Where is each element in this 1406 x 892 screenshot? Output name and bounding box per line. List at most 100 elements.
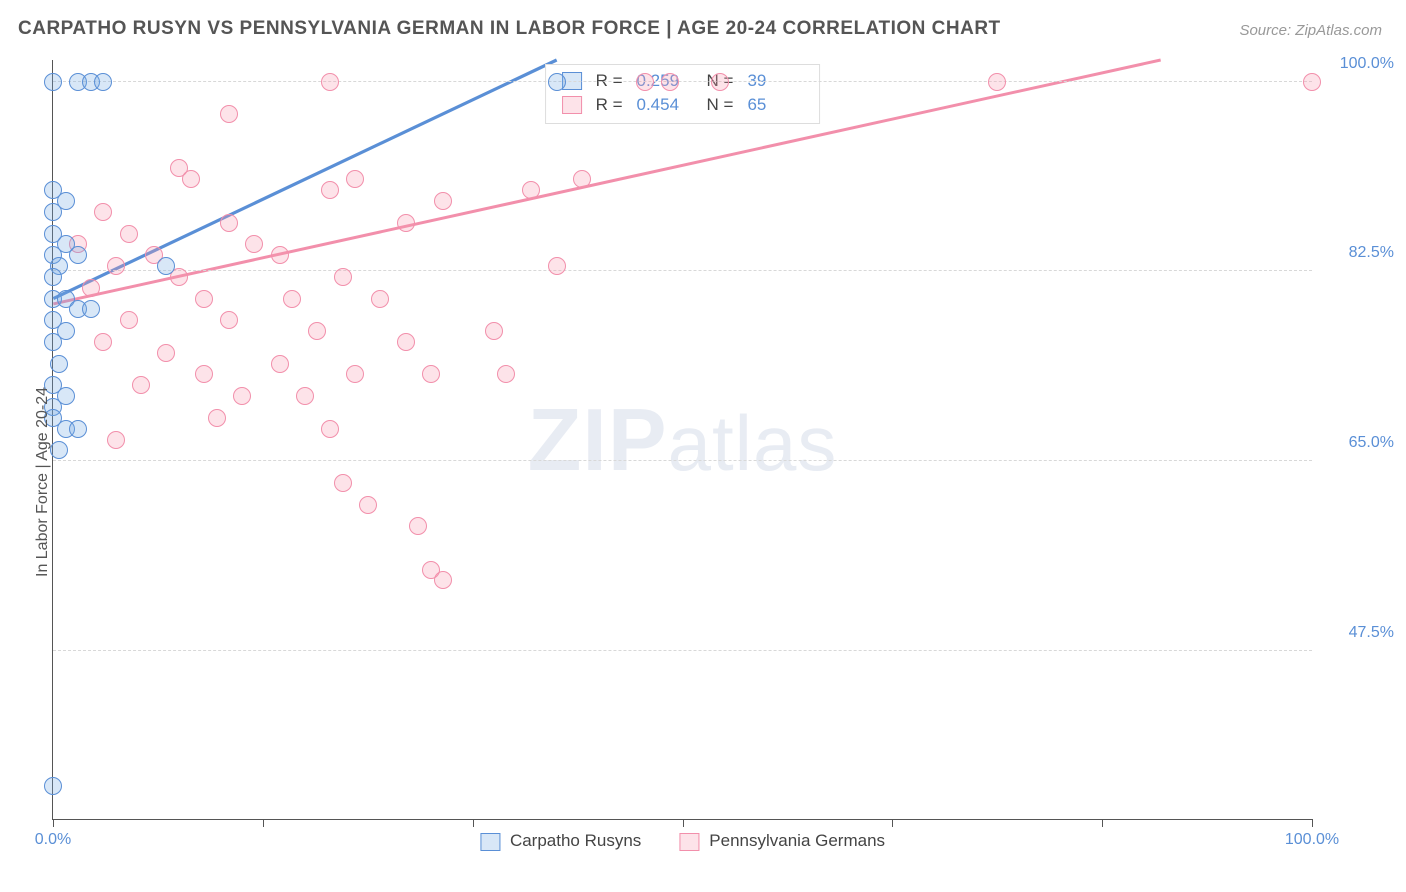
x-tick [683, 819, 684, 827]
data-point-pink [346, 170, 364, 188]
y-tick-label: 100.0% [1324, 55, 1394, 73]
data-point-pink [661, 73, 679, 91]
data-point-pink [220, 214, 238, 232]
data-point-pink [120, 225, 138, 243]
data-point-blue [69, 246, 87, 264]
data-point-pink [233, 387, 251, 405]
data-point-pink [334, 268, 352, 286]
data-point-blue [548, 73, 566, 91]
data-point-pink [573, 170, 591, 188]
data-point-pink [346, 365, 364, 383]
data-point-pink [321, 73, 339, 91]
data-point-pink [1303, 73, 1321, 91]
data-point-blue [50, 441, 68, 459]
data-point-blue [157, 257, 175, 275]
data-point-pink [195, 290, 213, 308]
data-point-pink [283, 290, 301, 308]
data-point-pink [711, 73, 729, 91]
data-point-pink [321, 420, 339, 438]
data-point-blue [44, 777, 62, 795]
data-point-pink [409, 517, 427, 535]
y-tick-label: 47.5% [1324, 624, 1394, 642]
data-point-pink [548, 257, 566, 275]
data-point-pink [397, 333, 415, 351]
y-tick-label: 65.0% [1324, 434, 1394, 452]
data-point-pink [208, 409, 226, 427]
legend-swatch-blue [480, 833, 500, 851]
data-point-blue [50, 355, 68, 373]
trend-line-blue [53, 60, 556, 299]
data-point-pink [107, 257, 125, 275]
data-point-pink [988, 73, 1006, 91]
legend-item-pink: Pennsylvania Germans [679, 831, 885, 851]
data-point-blue [44, 73, 62, 91]
grid-line [53, 81, 1312, 82]
data-point-pink [271, 355, 289, 373]
data-point-pink [522, 181, 540, 199]
data-point-pink [245, 235, 263, 253]
watermark-zip: ZIP [528, 390, 668, 489]
legend-label-pink: Pennsylvania Germans [709, 831, 885, 850]
x-tick [263, 819, 264, 827]
data-point-pink [497, 365, 515, 383]
data-point-pink [120, 311, 138, 329]
data-point-pink [334, 474, 352, 492]
legend-r-label: R = [596, 95, 623, 115]
correlation-legend: R = 0.259 N = 39 R = 0.454 N = 65 [545, 64, 821, 124]
data-point-pink [321, 181, 339, 199]
data-point-pink [308, 322, 326, 340]
data-point-blue [44, 333, 62, 351]
data-point-pink [434, 192, 452, 210]
data-point-blue [44, 268, 62, 286]
data-point-pink [220, 105, 238, 123]
data-point-pink [94, 333, 112, 351]
scatter-plot-area: ZIPatlas R = 0.259 N = 39 R = 0.454 N = … [52, 60, 1312, 820]
grid-line [53, 270, 1312, 271]
data-point-pink [434, 571, 452, 589]
x-tick-label-min: 0.0% [35, 831, 71, 849]
data-point-pink [94, 203, 112, 221]
legend-n-label: N = [707, 95, 734, 115]
data-point-pink [132, 376, 150, 394]
data-point-blue [44, 203, 62, 221]
series-legend: Carpatho Rusyns Pennsylvania Germans [480, 831, 885, 851]
data-point-blue [69, 420, 87, 438]
x-tick-label-max: 100.0% [1285, 831, 1339, 849]
data-point-pink [296, 387, 314, 405]
data-point-blue [94, 73, 112, 91]
watermark-atlas: atlas [668, 399, 838, 487]
trend-lines-svg [53, 60, 1312, 819]
legend-item-blue: Carpatho Rusyns [480, 831, 641, 851]
data-point-pink [82, 279, 100, 297]
data-point-pink [485, 322, 503, 340]
source-attribution: Source: ZipAtlas.com [1239, 22, 1382, 39]
data-point-pink [195, 365, 213, 383]
legend-swatch-pink [562, 96, 582, 114]
legend-swatch-pink [679, 833, 699, 851]
grid-line [53, 650, 1312, 651]
x-tick [1102, 819, 1103, 827]
data-point-blue [82, 300, 100, 318]
legend-n-value-pink: 65 [747, 95, 803, 115]
data-point-pink [157, 344, 175, 362]
y-axis-label: In Labor Force | Age 20-24 [34, 387, 52, 577]
data-point-pink [371, 290, 389, 308]
x-tick [53, 819, 54, 827]
legend-row-pink: R = 0.454 N = 65 [562, 93, 804, 117]
x-tick [473, 819, 474, 827]
grid-line [53, 460, 1312, 461]
watermark: ZIPatlas [528, 389, 838, 491]
legend-r-value-pink: 0.454 [637, 95, 693, 115]
data-point-pink [107, 431, 125, 449]
x-tick [892, 819, 893, 827]
x-tick [1312, 819, 1313, 827]
legend-label-blue: Carpatho Rusyns [510, 831, 641, 850]
data-point-pink [397, 214, 415, 232]
data-point-pink [359, 496, 377, 514]
data-point-pink [182, 170, 200, 188]
data-point-pink [220, 311, 238, 329]
chart-title: CARPATHO RUSYN VS PENNSYLVANIA GERMAN IN… [18, 18, 1001, 40]
y-tick-label: 82.5% [1324, 244, 1394, 262]
data-point-pink [271, 246, 289, 264]
data-point-pink [636, 73, 654, 91]
